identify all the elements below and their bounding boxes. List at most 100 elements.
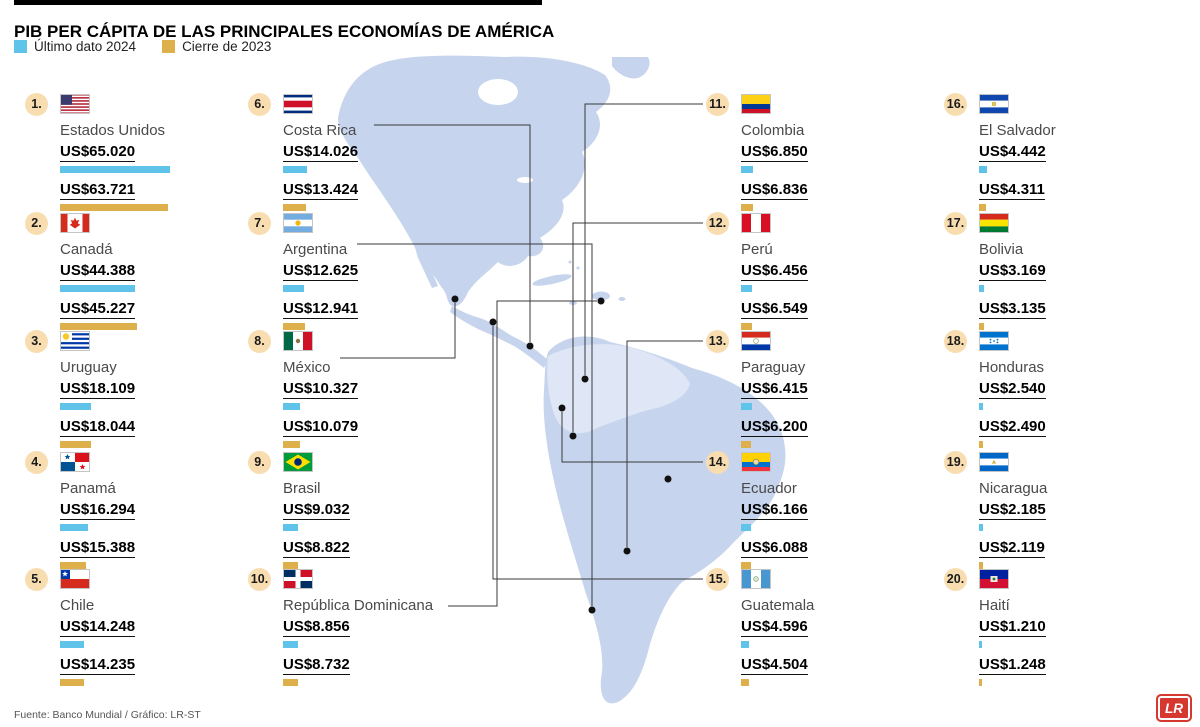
country-name: Brasil [283, 480, 321, 497]
bar-2023 [60, 562, 87, 569]
bar-2023 [741, 679, 749, 686]
value-2024: US$18.109 [60, 380, 136, 399]
bar-2024 [741, 285, 752, 292]
value-2023: US$13.424 [283, 181, 359, 200]
value-2023: US$8.822 [283, 539, 350, 558]
value-2024: US$16.294 [60, 501, 136, 520]
value-2023: US$18.044 [60, 418, 136, 437]
flag-icon-republica-dominicana [283, 569, 313, 589]
entry-body: Estados Unidos US$65.020 US$63.721 [60, 122, 235, 211]
value-2024: US$1.210 [979, 618, 1046, 637]
entry-header: 19. [944, 450, 1154, 474]
bar-2024 [741, 524, 752, 531]
flag-icon-honduras [979, 331, 1009, 351]
flag-icon-uruguay [60, 331, 90, 351]
entry-header: 14. [706, 450, 916, 474]
country-name: El Salvador [979, 122, 1056, 139]
flag-icon-argentina [283, 213, 313, 233]
rank-badge: 14. [706, 450, 729, 474]
country-entry-brasil: 9. Brasil US$9.032 US$8.822 [248, 450, 458, 577]
country-name: Perú [741, 241, 773, 258]
flag-icon-brasil [283, 452, 313, 472]
entry-body: Guatemala US$4.596 US$4.504 [741, 597, 916, 686]
country-entry-costa-rica: 6. Costa Rica US$14.026 US$13.424 [248, 92, 458, 219]
flag-icon-chile [60, 569, 90, 589]
value-2024: US$4.596 [741, 618, 808, 637]
country-name: Haití [979, 597, 1010, 614]
bar-2024 [283, 641, 298, 648]
country-entry-uruguay: 3. Uruguay US$18.109 US$18.044 [25, 329, 235, 456]
rank-badge: 10. [248, 567, 271, 591]
entry-body: Colombia US$6.850 US$6.836 [741, 122, 916, 211]
country-entry-peru: 12. Perú US$6.456 US$6.549 [706, 211, 916, 338]
value-2024: US$2.185 [979, 501, 1046, 520]
value-2024: US$44.388 [60, 262, 136, 281]
map-hispaniola [592, 291, 610, 301]
value-2024: US$3.169 [979, 262, 1046, 281]
country-name: República Dominicana [283, 597, 434, 614]
entry-body: Uruguay US$18.109 US$18.044 [60, 359, 235, 448]
page-title: PIB PER CÁPITA DE LAS PRINCIPALES ECONOM… [14, 22, 555, 42]
entry-header: 9. [248, 450, 458, 474]
map-dot-paraguay [623, 547, 631, 555]
rank-badge: 7. [248, 211, 271, 235]
value-2024: US$14.248 [60, 618, 136, 637]
rank-badge: 20. [944, 567, 967, 591]
bar-2024 [741, 403, 752, 410]
country-name: Paraguay [741, 359, 806, 376]
country-name: Uruguay [60, 359, 117, 376]
bar-2024 [60, 166, 170, 173]
bar-2024 [979, 166, 987, 173]
country-entry-estados-unidos: 1. Estados Unidos US$65.020 US$63.721 [25, 92, 235, 219]
entry-body: Honduras US$2.540 US$2.490 [979, 359, 1154, 448]
entry-header: 13. [706, 329, 916, 353]
leader-line-argentina [357, 243, 593, 606]
leader-line-colombia [584, 103, 703, 375]
entry-body: República Dominicana US$8.856 US$8.732 [283, 597, 458, 686]
country-entry-chile: 5. Chile US$14.248 US$14.235 [25, 567, 235, 694]
entry-body: El Salvador US$4.442 US$4.311 [979, 122, 1154, 211]
entry-body: Argentina US$12.625 US$12.941 [283, 241, 458, 330]
bar-2023 [283, 441, 301, 448]
entry-body: Costa Rica US$14.026 US$13.424 [283, 122, 458, 211]
leader-line-guatemala [492, 326, 703, 580]
flag-icon-panama [60, 452, 90, 472]
value-2024: US$6.166 [741, 501, 808, 520]
bar-2024 [283, 166, 307, 173]
country-name: Nicaragua [979, 480, 1048, 497]
lr-logo: LR [1156, 694, 1192, 722]
country-name: Estados Unidos [60, 122, 166, 139]
entry-body: Perú US$6.456 US$6.549 [741, 241, 916, 330]
entry-header: 1. [25, 92, 235, 116]
country-name: Argentina [283, 241, 348, 258]
value-2023: US$45.227 [60, 300, 136, 319]
bar-2024 [283, 524, 299, 531]
entry-header: 8. [248, 329, 458, 353]
leader-line-ecuador [561, 412, 703, 463]
value-2023: US$10.079 [283, 418, 359, 437]
bar-2023 [283, 323, 305, 330]
bar-2024 [979, 285, 985, 292]
rank-badge: 16. [944, 92, 967, 116]
country-name: Ecuador [741, 480, 797, 497]
map-great-lakes [517, 177, 533, 183]
country-name: Costa Rica [283, 122, 357, 139]
country-entry-guatemala: 15. Guatemala US$4.596 US$4.504 [706, 567, 916, 694]
rank-badge: 2. [25, 211, 48, 235]
country-name: Guatemala [741, 597, 815, 614]
flag-icon-paraguay [741, 331, 771, 351]
entry-body: Canadá US$44.388 US$45.227 [60, 241, 235, 330]
rank-badge: 3. [25, 329, 48, 353]
country-entry-mexico: 8. México US$10.327 US$10.079 [248, 329, 458, 456]
value-2024: US$2.540 [979, 380, 1046, 399]
entry-body: México US$10.327 US$10.079 [283, 359, 458, 448]
bar-2023 [979, 679, 982, 686]
flag-icon-estados-unidos [60, 94, 90, 114]
flag-icon-colombia [741, 94, 771, 114]
legend-item-2024: Último dato 2024 [14, 39, 136, 54]
bar-2023 [979, 562, 983, 569]
value-2023: US$4.311 [979, 181, 1045, 200]
rank-badge: 18. [944, 329, 967, 353]
bar-2023 [979, 323, 985, 330]
rank-badge: 9. [248, 450, 271, 474]
